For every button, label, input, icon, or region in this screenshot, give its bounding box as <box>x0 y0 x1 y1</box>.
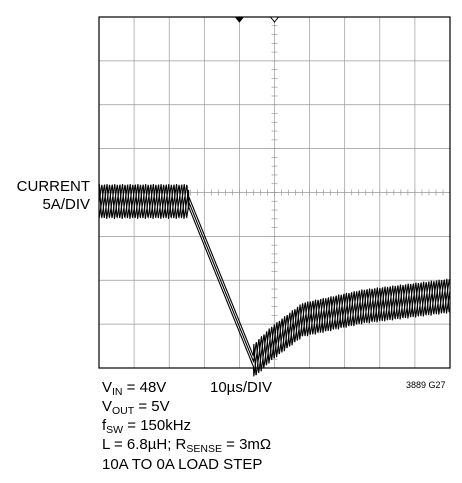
condition-load-step: 10A TO 0A LOAD STEP <box>102 456 263 473</box>
trigger-marker <box>269 16 280 23</box>
condition-vout: VOUT = 5V <box>102 398 170 417</box>
current-trace <box>98 184 451 376</box>
current-trace <box>98 184 451 377</box>
grid-lines <box>99 17 450 368</box>
figure-id: 3889 G27 <box>406 380 446 390</box>
condition-fsw: fSW = 150kHz <box>102 417 192 436</box>
current-traces <box>98 184 451 377</box>
condition-l-rsense: L = 6.8µH; RSENSE = 3mΩ <box>102 436 272 455</box>
time-scale-label: 10µs/DIV <box>210 379 272 396</box>
trigger-marker <box>234 16 245 23</box>
y-axis-label-quantity: CURRENT <box>16 178 90 195</box>
y-axis-label-scale: 5A/DIV <box>42 196 90 213</box>
condition-vin: VIN = 48V <box>102 379 167 398</box>
trigger-markers <box>234 16 280 23</box>
